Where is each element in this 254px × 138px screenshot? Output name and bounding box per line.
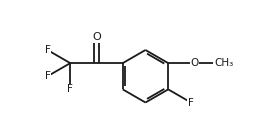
Text: F: F <box>44 71 51 81</box>
Text: F: F <box>67 84 73 94</box>
Text: CH₃: CH₃ <box>214 58 233 68</box>
Text: O: O <box>190 58 199 68</box>
Text: F: F <box>188 98 194 108</box>
Text: F: F <box>44 45 51 55</box>
Text: O: O <box>92 32 101 42</box>
